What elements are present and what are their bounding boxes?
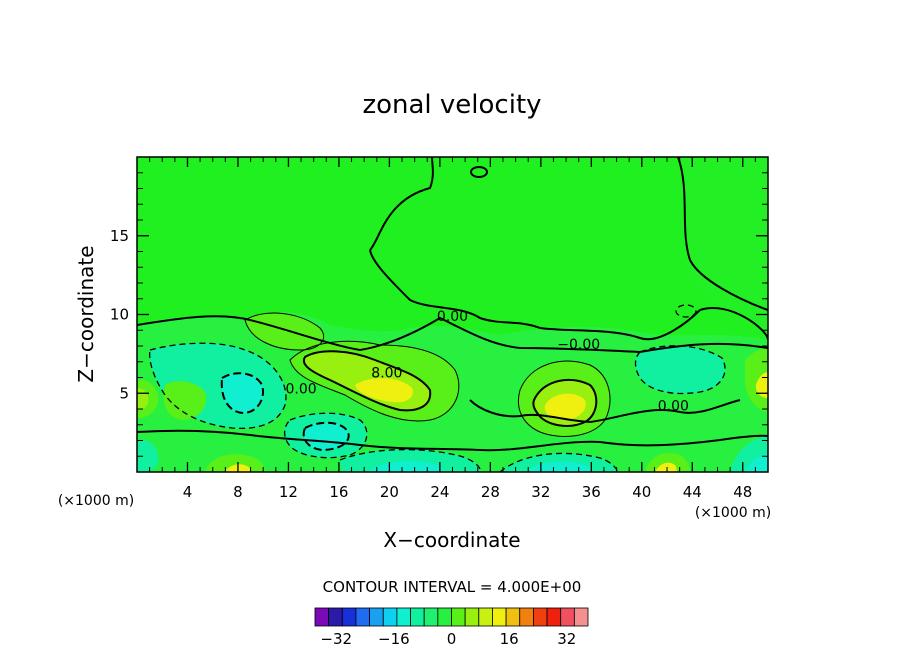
contour-label: 0.00 bbox=[285, 381, 316, 397]
colorbar-swatch bbox=[573, 607, 589, 627]
negative-strong-contours bbox=[220, 372, 350, 452]
colorbar-swatch bbox=[533, 607, 548, 627]
contour-label: 0.00 bbox=[437, 309, 468, 325]
x-tick-label: 44 bbox=[683, 483, 702, 501]
colorbar-tick-labels: −32 −16 0 16 32 bbox=[320, 630, 576, 648]
contour-positive-1 bbox=[289, 340, 460, 422]
x-tick-label: 20 bbox=[380, 483, 399, 501]
x-tick-label: 12 bbox=[279, 483, 298, 501]
contour-label: 0.00 bbox=[658, 399, 689, 415]
colorbar-swatch bbox=[437, 607, 452, 627]
x-tick-label: 28 bbox=[481, 483, 500, 501]
colorbar-swatch bbox=[451, 607, 466, 627]
colorbar-swatch bbox=[478, 607, 493, 627]
contour-positive-3 bbox=[244, 312, 325, 351]
colorbar-swatch bbox=[464, 607, 480, 627]
negative-region-far-left bbox=[137, 439, 159, 472]
zero-contour-lower-right bbox=[469, 399, 741, 424]
colorbar-swatch bbox=[423, 607, 439, 627]
x-tick-label: 36 bbox=[582, 483, 601, 501]
colorbar-swatch bbox=[492, 607, 507, 627]
x-axis-title: X−coordinate bbox=[383, 528, 520, 552]
x-tick-label: 48 bbox=[733, 483, 752, 501]
x-tick-label: 32 bbox=[531, 483, 550, 501]
contour-8-right bbox=[532, 378, 598, 427]
y-tick-label: 15 bbox=[110, 227, 129, 245]
contour-positive-2 bbox=[517, 360, 611, 437]
positive-region-bottom-right bbox=[645, 453, 690, 472]
colorbar-swatch bbox=[341, 607, 357, 627]
colorbar-swatch bbox=[519, 607, 534, 627]
contour-label: −0.00 bbox=[557, 337, 600, 353]
positive-core-bottom-right bbox=[655, 462, 677, 472]
contour-negative-mid bbox=[283, 412, 368, 459]
negative-region-bottom-1 bbox=[340, 449, 481, 472]
chart-title: zonal velocity bbox=[362, 90, 541, 120]
contour-label: 8.00 bbox=[371, 366, 402, 382]
x-tick-label: 4 bbox=[183, 483, 193, 501]
colorbar-swatch bbox=[546, 607, 562, 627]
y-tick-label: 10 bbox=[110, 306, 129, 324]
contour-neg-core-left bbox=[220, 372, 264, 415]
colorbar-swatch bbox=[355, 607, 371, 627]
contour-negative-small bbox=[675, 304, 697, 318]
positive-core-center bbox=[355, 378, 413, 403]
positive-contours bbox=[244, 312, 611, 437]
x-axis-ticks: 4 8 12 16 20 24 28 32 36 40 44 48 bbox=[149, 157, 756, 501]
negative-core-bottom-1 bbox=[368, 461, 444, 472]
contour-labels: 0.00 −0.00 8.00 0.00 0.00 bbox=[285, 309, 688, 415]
zero-contour-right bbox=[677, 157, 768, 311]
colorbar-swatch bbox=[382, 607, 398, 627]
colorbar-swatch bbox=[560, 607, 575, 627]
colorbar-tick-label: −32 bbox=[320, 630, 352, 648]
colorbar-swatch bbox=[328, 607, 343, 627]
colorbar-tick-label: 32 bbox=[557, 630, 576, 648]
y-tick-label: 5 bbox=[119, 384, 129, 402]
upper-field-region bbox=[137, 157, 768, 340]
contour-negative-right bbox=[634, 345, 726, 395]
positive-region-bottom-left bbox=[205, 454, 265, 472]
x-tick-label: 8 bbox=[233, 483, 243, 501]
colorbar-tick-label: −16 bbox=[378, 630, 410, 648]
colorbar-swatch bbox=[314, 607, 330, 627]
contour-negative-left bbox=[149, 342, 287, 430]
zero-contour-bubble bbox=[470, 166, 488, 178]
positive-core-far-right bbox=[755, 372, 768, 398]
colorbar-swatch bbox=[505, 607, 521, 627]
contour-8-center bbox=[302, 350, 432, 412]
x-axis-unit: (×1000 m) bbox=[695, 505, 771, 521]
colorbar-tick-label: 0 bbox=[447, 630, 457, 648]
y-axis-title: Z−coordinate bbox=[74, 245, 98, 382]
x-tick-label: 40 bbox=[632, 483, 651, 501]
contour-interval-label: CONTOUR INTERVAL = 4.000E+00 bbox=[323, 578, 582, 596]
positive-region-left bbox=[163, 380, 207, 420]
x-tick-label: 16 bbox=[329, 483, 348, 501]
positive-core-right bbox=[544, 393, 586, 421]
zero-contour-low bbox=[137, 429, 768, 452]
zero-contours bbox=[137, 157, 768, 452]
positive-strong-contours bbox=[302, 350, 598, 427]
colorbar bbox=[314, 607, 589, 627]
zero-contour-front bbox=[369, 157, 434, 251]
contour-neg-core-mid bbox=[302, 421, 350, 452]
colorbar-swatch bbox=[410, 607, 425, 627]
negative-core-bottom-right bbox=[745, 454, 768, 472]
negative-region-right bbox=[635, 345, 726, 394]
colorbar-swatch bbox=[369, 607, 384, 627]
negative-core-left bbox=[221, 373, 264, 413]
y-axis-ticks: 5 10 15 bbox=[110, 172, 768, 457]
x-tick-label: 24 bbox=[430, 483, 449, 501]
colorbar-swatch bbox=[396, 607, 411, 627]
plot-area: 0.00 −0.00 8.00 0.00 0.00 bbox=[137, 157, 768, 472]
colorbar-tick-label: 16 bbox=[500, 630, 519, 648]
positive-region-upper-left bbox=[245, 313, 324, 350]
negative-core-bottom-2 bbox=[525, 461, 592, 472]
zero-contour-front-2 bbox=[369, 249, 768, 341]
y-axis-unit: (×1000 m) bbox=[58, 493, 134, 509]
contour-negative-bottom bbox=[339, 448, 482, 472]
